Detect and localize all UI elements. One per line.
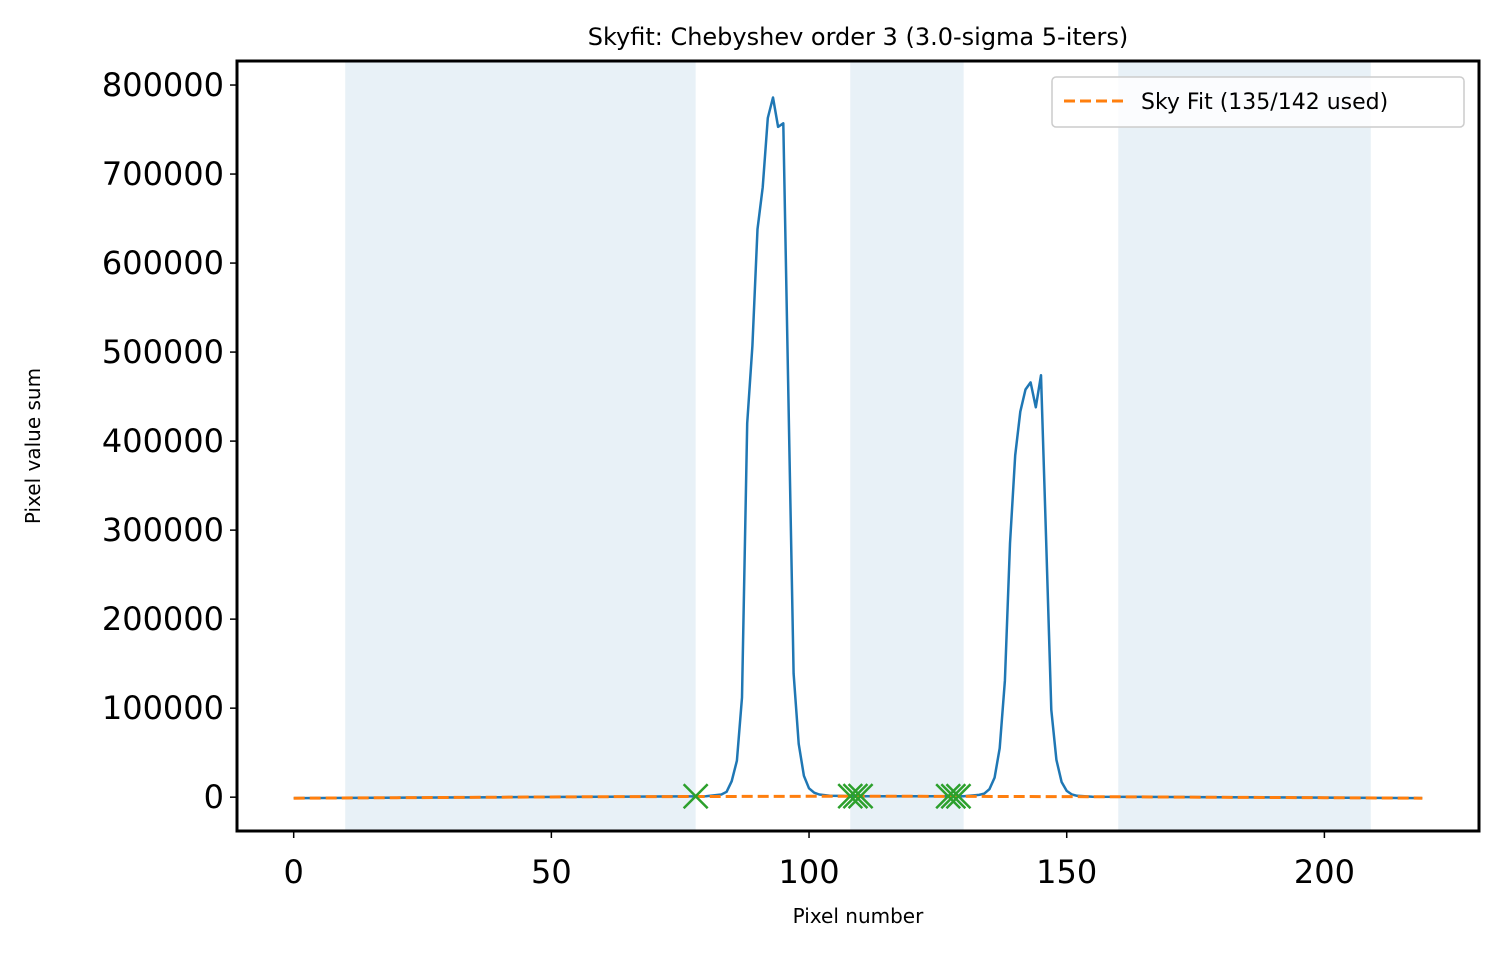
- sky-region: [1118, 61, 1371, 831]
- y-tick-label: 700000: [102, 155, 224, 193]
- rejected-point-marker: [837, 783, 864, 809]
- y-tick-label: 500000: [102, 333, 224, 371]
- chart-title: Skyfit: Chebyshev order 3 (3.0-sigma 5-i…: [588, 23, 1129, 51]
- y-axis-label: Pixel value sum: [21, 368, 45, 524]
- legend: Sky Fit (135/142 used): [1051, 76, 1465, 128]
- legend-fit-label: Sky Fit (135/142 used): [1141, 90, 1388, 115]
- rejected-point-marker: [935, 783, 962, 810]
- sky-region: [850, 61, 964, 831]
- rejected-point-marker: [842, 783, 869, 809]
- rejected-point-marker: [945, 783, 972, 810]
- y-axis: 0 100000 200000 300000 400000 500000 600000 700…: [102, 66, 237, 816]
- sky-region: [345, 61, 696, 831]
- x-tick-label: 200: [1294, 853, 1355, 891]
- y-tick-label: 100000: [102, 689, 224, 727]
- y-tick-label: 200000: [102, 600, 224, 638]
- x-tick-label: 50: [531, 853, 572, 891]
- axes-frame: [235, 59, 1481, 833]
- x-tick-label: 0: [284, 853, 304, 891]
- y-tick-label: 600000: [102, 244, 224, 282]
- sky-regions: [345, 61, 1371, 831]
- rejected-point-marker: [940, 783, 967, 810]
- plot-area: [293, 96, 1423, 810]
- x-tick-label: 150: [1036, 853, 1097, 891]
- x-axis: 0 50 100 150 200: [284, 831, 1355, 891]
- rejected-point-marker: [682, 783, 709, 810]
- x-axis-label: Pixel number: [793, 904, 924, 928]
- y-tick-label: 400000: [102, 422, 224, 460]
- rejected-point-marker: [847, 783, 874, 809]
- y-tick-label: 300000: [102, 511, 224, 549]
- y-tick-label: 0: [204, 778, 224, 816]
- legend-box: [1051, 76, 1465, 128]
- y-tick-label: 800000: [102, 66, 224, 104]
- x-tick-label: 100: [779, 853, 840, 891]
